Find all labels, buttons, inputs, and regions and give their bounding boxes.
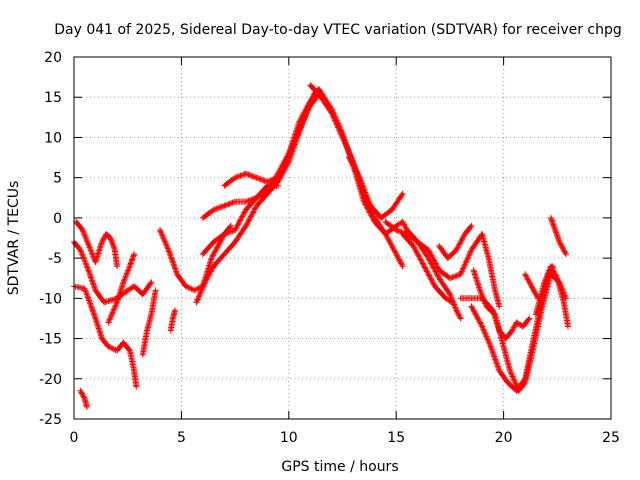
x-tick-label-3: 15 <box>387 430 405 446</box>
y-tick-label-5: 0 <box>53 211 62 227</box>
series-markers-22 <box>547 214 569 258</box>
series-markers-11 <box>199 182 282 221</box>
series-markers-21 <box>532 263 571 330</box>
series-track-4 <box>105 251 138 326</box>
series-track-7 <box>167 307 178 334</box>
y-tick-label-8: 15 <box>44 90 62 106</box>
series-markers-15 <box>345 154 406 221</box>
series-markers-5 <box>139 287 159 358</box>
series-track-2 <box>73 218 120 270</box>
data-series <box>71 82 571 410</box>
series-markers-16 <box>382 218 486 282</box>
series-markers-20 <box>470 267 569 394</box>
y-tick-label-7: 10 <box>44 130 62 146</box>
y-tick-label-6: 5 <box>53 171 62 187</box>
series-track-20 <box>470 267 569 394</box>
series-track-24 <box>479 231 503 310</box>
x-tick-label-0: 0 <box>70 430 79 446</box>
x-axis-ticks: 0 5 10 15 20 25 <box>70 57 620 446</box>
y-axis-label: SDTVAR / TECUs <box>6 181 22 296</box>
series-markers-17 <box>399 231 455 306</box>
series-markers-25 <box>522 271 541 302</box>
series-markers-6 <box>77 387 90 410</box>
series-markers-2 <box>73 218 120 270</box>
x-tick-label-1: 5 <box>177 430 186 446</box>
x-tick-label-5: 25 <box>602 430 620 446</box>
x-tick-label-2: 10 <box>280 430 298 446</box>
series-markers-23 <box>436 222 475 262</box>
x-axis-label: GPS time / hours <box>281 459 398 475</box>
series-track-14 <box>315 86 464 322</box>
y-tick-label-9: 20 <box>44 50 62 66</box>
series-markers-12 <box>221 86 322 189</box>
y-tick-label-4: -5 <box>48 251 62 267</box>
series-markers-14 <box>315 86 464 322</box>
series-track-15 <box>345 154 406 221</box>
series-track-21 <box>532 263 571 330</box>
series-markers-7 <box>167 307 178 334</box>
series-markers-24 <box>479 231 503 310</box>
series-track-17 <box>399 231 455 306</box>
series-markers-4 <box>105 251 138 326</box>
series-track-5 <box>139 287 159 358</box>
x-tick-label-4: 20 <box>495 430 513 446</box>
series-track-25 <box>522 271 541 302</box>
chart-title: Day 041 of 2025, Sidereal Day-to-day VTE… <box>54 22 622 38</box>
series-track-16 <box>382 218 486 282</box>
series-track-6 <box>77 387 90 410</box>
y-axis-ticks: -25 -20 -15 -10 -5 0 5 10 15 20 <box>39 50 611 428</box>
y-tick-label-3: -10 <box>39 291 62 307</box>
y-tick-label-0: -25 <box>39 412 62 428</box>
y-tick-label-1: -20 <box>39 372 62 388</box>
series-track-12 <box>221 86 322 189</box>
series-track-11 <box>199 182 282 221</box>
y-tick-label-2: -15 <box>39 332 62 348</box>
series-track-23 <box>436 222 475 262</box>
plot-frame <box>73 56 612 420</box>
series-track-22 <box>547 214 569 258</box>
